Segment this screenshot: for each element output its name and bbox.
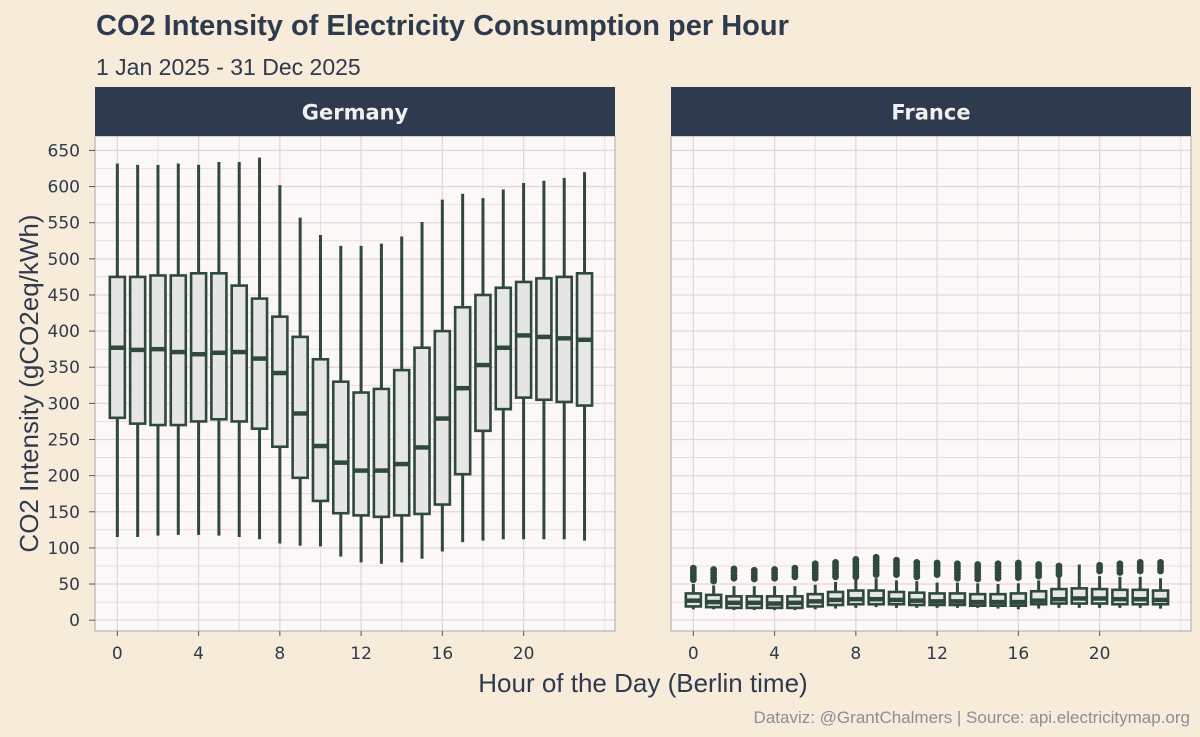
box [1070, 587, 1089, 605]
box [514, 280, 533, 399]
outlier-point [913, 573, 921, 581]
y-tick-label: 600 [48, 178, 80, 198]
x-tick-label: 16 [1008, 644, 1030, 664]
outlier-point [1157, 567, 1164, 575]
y-tick-label: 0 [69, 611, 80, 631]
x-tick-label: 4 [193, 644, 204, 664]
outlier-point [1014, 574, 1022, 581]
y-tick-label: 250 [48, 431, 80, 451]
x-tick-label: 20 [513, 644, 535, 664]
box [413, 346, 431, 516]
outlier-point [1116, 569, 1124, 576]
x-tick-label: 20 [1089, 644, 1111, 664]
chart-subtitle: 1 Jan 2025 - 31 Dec 2025 [96, 54, 361, 80]
x-tick-label: 12 [926, 644, 948, 664]
y-tick-label: 400 [48, 322, 80, 342]
facet-strip-0 [95, 87, 615, 136]
y-tick-label: 650 [48, 141, 80, 161]
outlier-point [1096, 567, 1103, 575]
outlier-point [872, 571, 880, 579]
outlier-point [893, 571, 900, 579]
x-tick-label: 16 [432, 644, 454, 664]
x-tick-label: 12 [350, 644, 372, 664]
outlier-point [1055, 571, 1063, 579]
x-tick-label: 4 [769, 644, 780, 664]
box [352, 391, 370, 517]
x-tick-label: 0 [112, 644, 123, 664]
outlier-point [832, 573, 839, 581]
box [1151, 589, 1170, 606]
box [210, 271, 228, 421]
y-tick-label: 150 [48, 503, 80, 523]
y-tick-label: 350 [48, 358, 80, 378]
chart-title: CO2 Intensity of Electricity Consumption… [96, 10, 789, 42]
y-axis-title: CO2 Intensity (gCO2eq/kWh) [14, 214, 44, 552]
outlier-point [954, 574, 961, 582]
box [291, 335, 309, 480]
box [372, 387, 391, 519]
facet-label-france: France [891, 101, 970, 125]
outlier-point [974, 575, 982, 583]
box [392, 368, 411, 517]
outlier-point [1035, 572, 1043, 580]
y-tick-label: 300 [48, 394, 80, 414]
outlier-point [750, 575, 758, 583]
outlier-point [1136, 567, 1144, 575]
outlier-point [791, 573, 799, 581]
outlier-point [710, 577, 718, 585]
box [311, 357, 330, 503]
box [453, 305, 472, 476]
box [250, 297, 269, 430]
outlier-point [771, 574, 778, 582]
facet-strip-1 [671, 87, 1191, 136]
outlier-point [994, 574, 1002, 582]
x-tick-label: 8 [850, 644, 861, 664]
box [271, 315, 289, 449]
panel-background-1 [671, 136, 1191, 631]
x-tick-label: 0 [688, 644, 699, 664]
outlier-point [730, 574, 738, 582]
x-tick-label: 8 [274, 644, 285, 664]
y-tick-label: 500 [48, 250, 80, 270]
x-axis-title: Hour of the Day (Berlin time) [478, 668, 807, 698]
y-tick-label: 50 [58, 575, 80, 595]
outlier-point [852, 573, 860, 581]
outlier-point [933, 571, 941, 579]
box [189, 271, 208, 423]
outlier-point [689, 576, 697, 584]
y-tick-label: 200 [48, 467, 80, 487]
outlier-point [811, 574, 819, 582]
facet-label-germany: Germany [302, 101, 409, 125]
y-tick-label: 550 [48, 214, 80, 234]
chart-caption: Dataviz: @GrantChalmers | Source: api.el… [753, 708, 1190, 727]
y-tick-label: 450 [48, 286, 80, 306]
y-tick-label: 100 [48, 539, 80, 559]
box [331, 380, 350, 515]
